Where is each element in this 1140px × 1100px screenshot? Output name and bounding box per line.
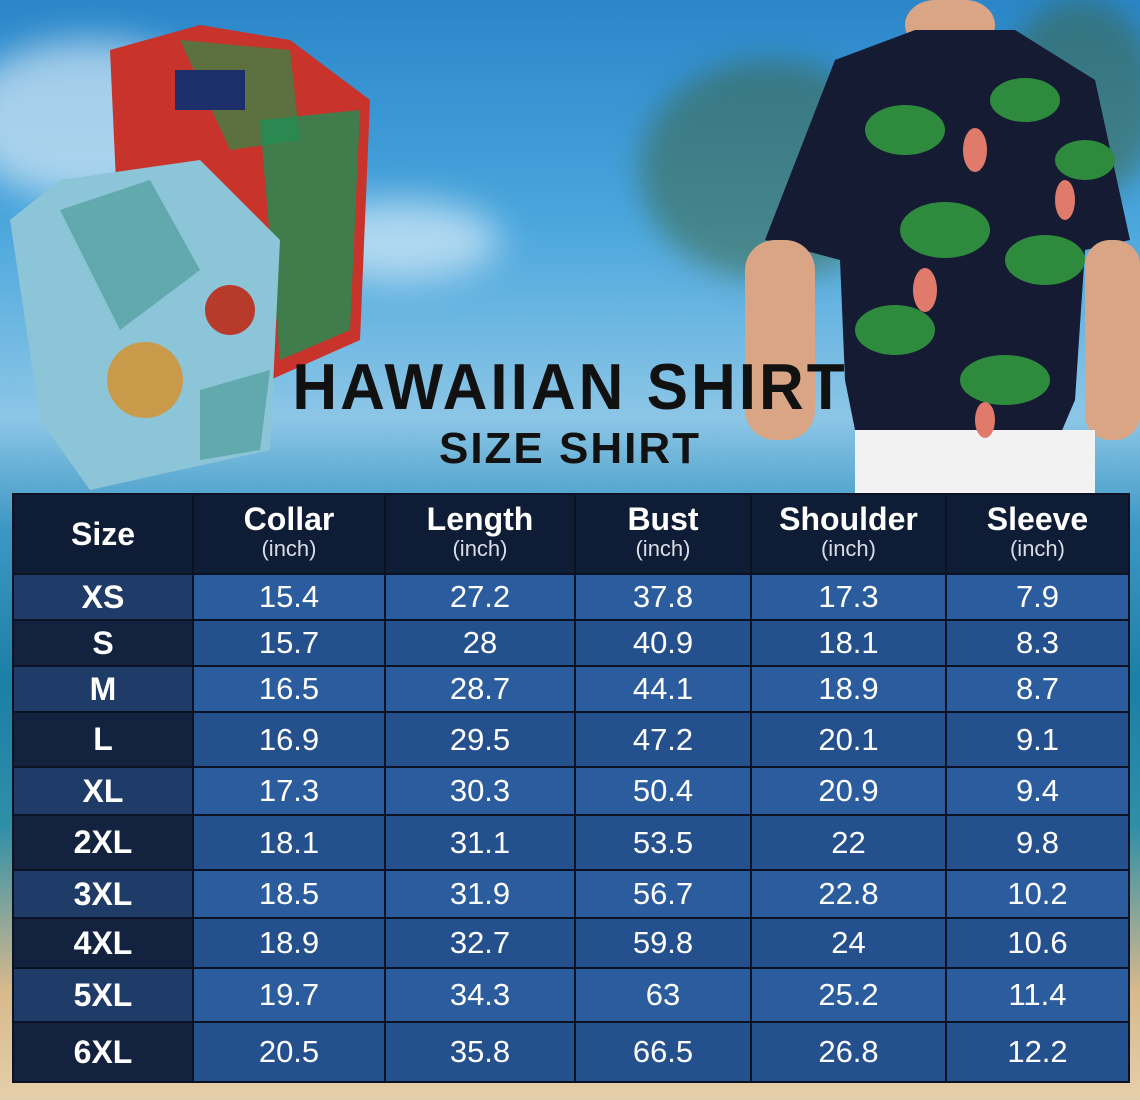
measurement-cell: 29.5 — [384, 711, 576, 768]
measurement-cell: 50.4 — [574, 766, 752, 816]
column-header-label: Collar — [243, 501, 335, 537]
column-header-unit: (inch) — [820, 536, 876, 561]
size-cell: L — [12, 711, 194, 768]
measurement-cell: 31.9 — [384, 869, 576, 919]
table-row: 2XL 18.1 31.1 53.5 22 9.8 — [12, 814, 1130, 871]
measurement-cell: 9.4 — [945, 766, 1130, 816]
column-header-shoulder: Shoulder (inch) — [750, 493, 947, 575]
measurement-cell: 28 — [384, 619, 576, 667]
table-row: 6XL 20.5 35.8 66.5 26.8 12.2 — [12, 1021, 1130, 1083]
measurement-cell: 37.8 — [574, 573, 752, 621]
table-header-row: Size Collar (inch) Length (inch) Bust (inch) Sh… — [12, 493, 1130, 575]
column-header-unit: (inch) — [452, 536, 508, 561]
table-row: 3XL 18.5 31.9 56.7 22.8 10.2 — [12, 869, 1130, 919]
measurement-cell: 20.1 — [750, 711, 947, 768]
measurement-cell: 16.9 — [192, 711, 386, 768]
measurement-cell: 34.3 — [384, 967, 576, 1023]
size-cell: 4XL — [12, 917, 194, 969]
column-header-unit: (inch) — [261, 536, 317, 561]
table-row: 5XL 19.7 34.3 63 25.2 11.4 — [12, 967, 1130, 1023]
measurement-cell: 31.1 — [384, 814, 576, 871]
measurement-cell: 9.8 — [945, 814, 1130, 871]
column-header-label: Sleeve — [986, 501, 1089, 537]
table-row: XL 17.3 30.3 50.4 20.9 9.4 — [12, 766, 1130, 816]
measurement-cell: 35.8 — [384, 1021, 576, 1083]
size-cell: S — [12, 619, 194, 667]
measurement-cell: 56.7 — [574, 869, 752, 919]
column-header-label: Bust — [627, 501, 699, 537]
column-header-unit: (inch) — [635, 536, 691, 561]
measurement-cell: 19.7 — [192, 967, 386, 1023]
measurement-cell: 10.6 — [945, 917, 1130, 969]
column-header-collar: Collar (inch) — [192, 493, 386, 575]
size-cell: 2XL — [12, 814, 194, 871]
measurement-cell: 16.5 — [192, 665, 386, 713]
measurement-cell: 20.9 — [750, 766, 947, 816]
measurement-cell: 18.1 — [192, 814, 386, 871]
measurement-cell: 32.7 — [384, 917, 576, 969]
measurement-cell: 8.3 — [945, 619, 1130, 667]
column-header-size: Size — [12, 493, 194, 575]
column-header-sleeve: Sleeve (inch) — [945, 493, 1130, 575]
size-cell: XS — [12, 573, 194, 621]
table-row: XS 15.4 27.2 37.8 17.3 7.9 — [12, 573, 1130, 621]
measurement-cell: 12.2 — [945, 1021, 1130, 1083]
column-header-bust: Bust (inch) — [574, 493, 752, 575]
column-header-label: Size — [70, 516, 136, 552]
measurement-cell: 9.1 — [945, 711, 1130, 768]
measurement-cell: 26.8 — [750, 1021, 947, 1083]
measurement-cell: 40.9 — [574, 619, 752, 667]
folded-shirts-image — [10, 25, 370, 490]
measurement-cell: 15.7 — [192, 619, 386, 667]
measurement-cell: 44.1 — [574, 665, 752, 713]
measurement-cell: 15.4 — [192, 573, 386, 621]
measurement-cell: 59.8 — [574, 917, 752, 969]
size-chart-table: Size Collar (inch) Length (inch) Bust (inch) Sh… — [12, 493, 1130, 1083]
table-row: 4XL 18.9 32.7 59.8 24 10.6 — [12, 917, 1130, 969]
measurement-cell: 10.2 — [945, 869, 1130, 919]
measurement-cell: 20.5 — [192, 1021, 386, 1083]
size-cell: 3XL — [12, 869, 194, 919]
measurement-cell: 53.5 — [574, 814, 752, 871]
column-header-label: Shoulder — [779, 501, 918, 537]
measurement-cell: 66.5 — [574, 1021, 752, 1083]
model-wearing-shirt-image — [745, 0, 1140, 495]
measurement-cell: 22.8 — [750, 869, 947, 919]
page-subtitle: SIZE SHIRT — [438, 424, 702, 473]
measurement-cell: 11.4 — [945, 967, 1130, 1023]
column-header-label: Length — [426, 501, 534, 537]
size-cell: 6XL — [12, 1021, 194, 1083]
measurement-cell: 18.9 — [750, 665, 947, 713]
measurement-cell: 18.5 — [192, 869, 386, 919]
measurement-cell: 28.7 — [384, 665, 576, 713]
column-header-unit: (inch) — [1009, 536, 1065, 561]
table-row: M 16.5 28.7 44.1 18.9 8.7 — [12, 665, 1130, 713]
measurement-cell: 17.3 — [750, 573, 947, 621]
page-title: HAWAIIAN SHIRT — [292, 351, 848, 424]
measurement-cell: 8.7 — [945, 665, 1130, 713]
measurement-cell: 22 — [750, 814, 947, 871]
measurement-cell: 25.2 — [750, 967, 947, 1023]
measurement-cell: 30.3 — [384, 766, 576, 816]
measurement-cell: 24 — [750, 917, 947, 969]
measurement-cell: 18.9 — [192, 917, 386, 969]
measurement-cell: 47.2 — [574, 711, 752, 768]
measurement-cell: 27.2 — [384, 573, 576, 621]
size-cell: M — [12, 665, 194, 713]
column-header-length: Length (inch) — [384, 493, 576, 575]
table-row: L 16.9 29.5 47.2 20.1 9.1 — [12, 711, 1130, 768]
size-cell: XL — [12, 766, 194, 816]
size-cell: 5XL — [12, 967, 194, 1023]
measurement-cell: 63 — [574, 967, 752, 1023]
table-row: S 15.7 28 40.9 18.1 8.3 — [12, 619, 1130, 667]
measurement-cell: 17.3 — [192, 766, 386, 816]
measurement-cell: 18.1 — [750, 619, 947, 667]
measurement-cell: 7.9 — [945, 573, 1130, 621]
